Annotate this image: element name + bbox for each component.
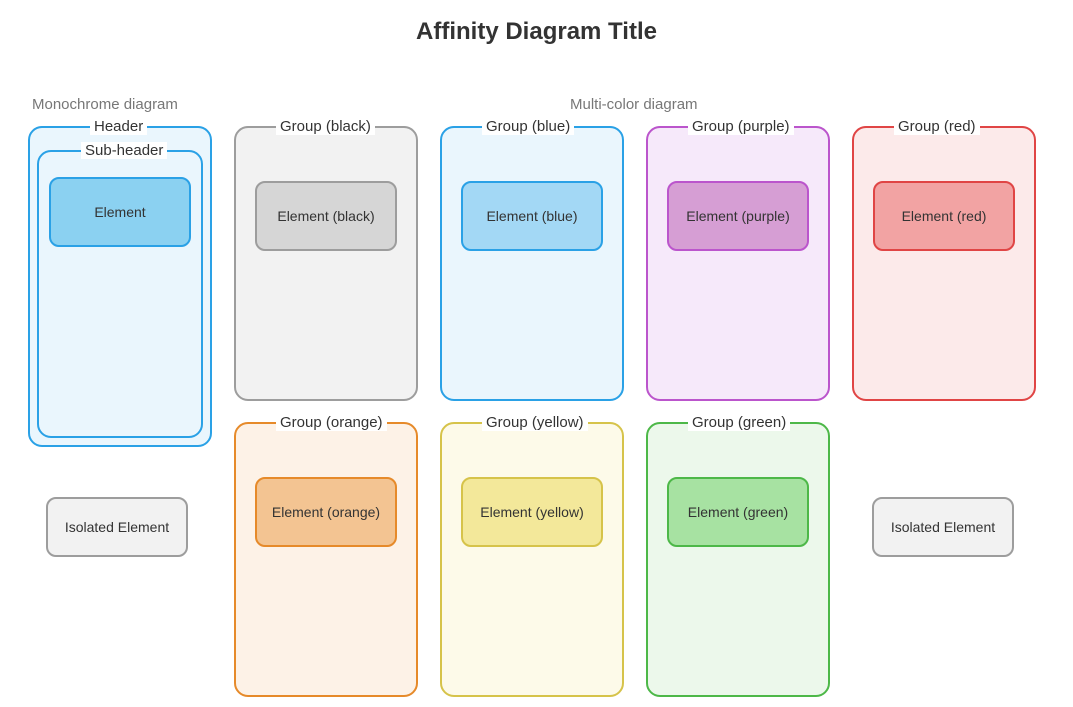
group-purple: Group (purple) [646,126,830,401]
group-purple-label: Group (purple) [688,118,794,135]
group-red-label: Group (red) [894,118,980,135]
element-purple: Element (purple) [667,181,809,251]
group-yellow-label: Group (yellow) [482,414,588,431]
section-label-multi: Multi-color diagram [570,96,698,113]
group-black: Group (black) [234,126,418,401]
element-red-label: Element (red) [902,208,987,224]
isolated-element-right: Isolated Element [872,497,1014,557]
group-header-label: Header [90,118,147,135]
element-mono: Element [49,177,191,247]
group-yellow: Group (yellow) [440,422,624,697]
group-blue-label: Group (blue) [482,118,574,135]
element-black-label: Element (black) [277,208,374,224]
element-mono-label: Element [94,204,145,220]
element-blue: Element (blue) [461,181,603,251]
element-green-label: Element (green) [688,504,788,520]
group-green: Group (green) [646,422,830,697]
group-orange-label: Group (orange) [276,414,387,431]
page-title: Affinity Diagram Title [0,18,1073,46]
element-black: Element (black) [255,181,397,251]
group-blue: Group (blue) [440,126,624,401]
group-red: Group (red) [852,126,1036,401]
isolated-element-left: Isolated Element [46,497,188,557]
group-black-label: Group (black) [276,118,375,135]
element-orange: Element (orange) [255,477,397,547]
group-subheader-label: Sub-header [81,142,167,159]
isolated-element-left-label: Isolated Element [65,519,169,535]
element-yellow-label: Element (yellow) [480,504,583,520]
section-label-mono: Monochrome diagram [32,96,178,113]
element-orange-label: Element (orange) [272,504,380,520]
element-green: Element (green) [667,477,809,547]
element-purple-label: Element (purple) [686,208,790,224]
group-orange: Group (orange) [234,422,418,697]
group-green-label: Group (green) [688,414,790,431]
isolated-element-right-label: Isolated Element [891,519,995,535]
element-yellow: Element (yellow) [461,477,603,547]
element-blue-label: Element (blue) [486,208,577,224]
element-red: Element (red) [873,181,1015,251]
